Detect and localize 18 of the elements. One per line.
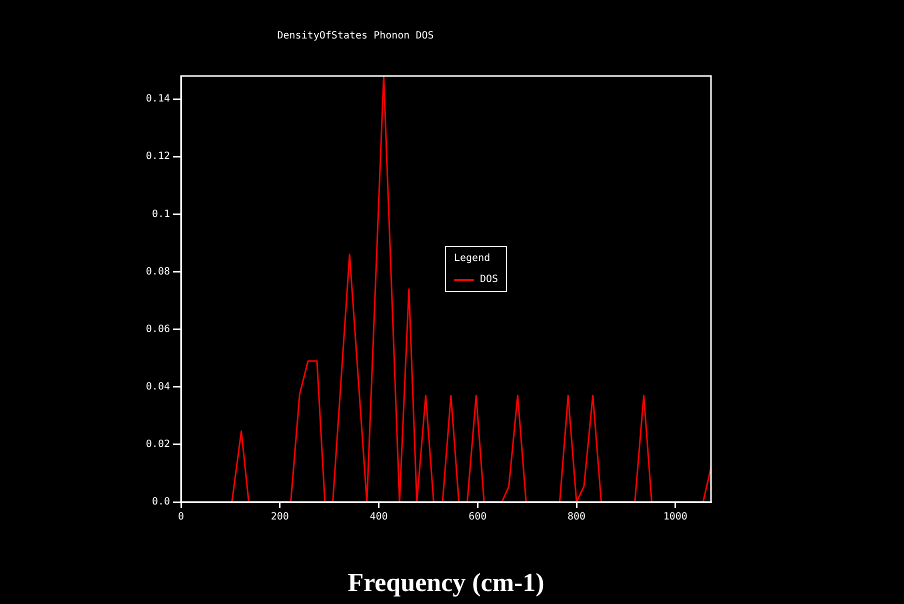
- x-tick-label: 600: [468, 512, 487, 523]
- legend-title: Legend: [454, 253, 492, 264]
- x-tick-label: 200: [270, 512, 289, 523]
- y-tick-label: 0.02: [146, 439, 170, 450]
- x-tick-label: 400: [370, 512, 388, 523]
- y-tick-label: 0.1: [152, 208, 170, 220]
- y-tick-label: 0.08: [146, 266, 170, 278]
- y-tick-label: 0.0: [152, 496, 170, 508]
- y-tick-label: 0.14: [146, 94, 170, 105]
- y-tick-label: 0.12: [146, 151, 170, 162]
- chart-title: DensityOfStates Phonon DOS: [277, 30, 434, 42]
- legend-label: DOS: [480, 274, 498, 285]
- x-axis-title: Frequency (cm-1): [348, 568, 544, 598]
- x-tick-label: 1000: [663, 512, 688, 523]
- x-tick-label: 0: [178, 512, 184, 523]
- x-tick-label: 800: [567, 512, 586, 523]
- y-tick-label: 0.04: [146, 381, 170, 392]
- y-tick-label: 0.06: [146, 324, 170, 335]
